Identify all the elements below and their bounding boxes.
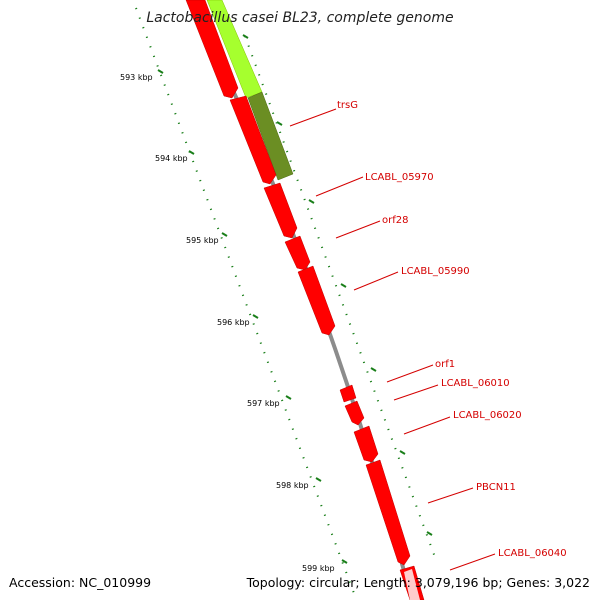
cds-arrow: [344, 400, 365, 426]
gene-label: trsG: [337, 100, 358, 111]
inner-tick: [252, 314, 259, 319]
cds-arrow: [229, 95, 277, 185]
cds-arrow: [263, 182, 298, 239]
outer-tick: [276, 121, 283, 126]
outer-tick: [426, 531, 433, 536]
outer-tick: [399, 450, 406, 455]
outer-tick: [340, 283, 347, 288]
tick-label: 599 kbp: [302, 564, 335, 573]
tick-label: 594 kbp: [155, 154, 188, 163]
leader-line: [403, 416, 451, 435]
map-title: Lactobacillus casei BL23, complete genom…: [146, 10, 454, 26]
cds-arrow: [353, 425, 379, 463]
outer-tick: [370, 367, 377, 372]
tick-label: 596 kbp: [217, 318, 250, 327]
leader-lines: [289, 108, 496, 571]
gene-label: LCABL_06040: [498, 548, 567, 559]
gene-label: LCABL_05970: [365, 172, 434, 183]
gene-label: orf1: [435, 359, 455, 370]
ruler-dots-outer: [244, 35, 437, 561]
inner-tick: [285, 395, 292, 400]
inner-major-ticks: [157, 69, 348, 564]
topology-text: Topology: circular; Length: 3,079,196 bp…: [246, 575, 590, 590]
gene-label: orf28: [382, 215, 408, 226]
tick-label: 593 kbp: [120, 73, 153, 82]
outer-tick: [308, 199, 315, 204]
inner-tick: [315, 477, 322, 482]
gene-label: LCABL_05990: [401, 266, 470, 277]
cds-arrow: [339, 384, 357, 403]
outer-ruler: [244, 35, 437, 561]
tick-labels: 593 kbp 594 kbp 595 kbp 596 kbp 597 kbp …: [120, 73, 335, 573]
outer-tick: [242, 34, 249, 39]
leader-line: [449, 553, 496, 571]
leader-line: [289, 108, 337, 127]
inner-tick: [221, 232, 228, 237]
gene-label: LCABL_06020: [453, 410, 522, 421]
cds-arrow: [185, 0, 239, 99]
leader-line: [353, 271, 399, 291]
cds-arrow: [284, 235, 311, 271]
gene-labels: trsG LCABL_05970 orf28 LCABL_05990 orf1 …: [337, 100, 567, 559]
outer-major-ticks: [242, 34, 433, 536]
inner-tick: [341, 559, 348, 564]
leader-line: [335, 220, 381, 239]
leader-line: [427, 487, 474, 504]
rna-feature-dark: [247, 91, 294, 181]
cds-features: [185, 0, 425, 600]
cds-arrow: [365, 459, 411, 566]
cds-arrow: [297, 265, 336, 336]
inner-tick: [157, 69, 164, 74]
gene-label: PBCN11: [476, 482, 516, 493]
leader-line: [393, 384, 439, 401]
leader-line: [386, 364, 434, 383]
tick-label: 598 kbp: [276, 481, 309, 490]
cds-highlight: [404, 569, 420, 600]
leader-line: [315, 176, 364, 197]
accession-text: Accession: NC_010999: [9, 575, 152, 590]
tick-label: 597 kbp: [247, 399, 280, 408]
tick-label: 595 kbp: [186, 236, 219, 245]
gene-label: LCABL_06010: [441, 378, 510, 389]
inner-tick: [188, 150, 195, 155]
